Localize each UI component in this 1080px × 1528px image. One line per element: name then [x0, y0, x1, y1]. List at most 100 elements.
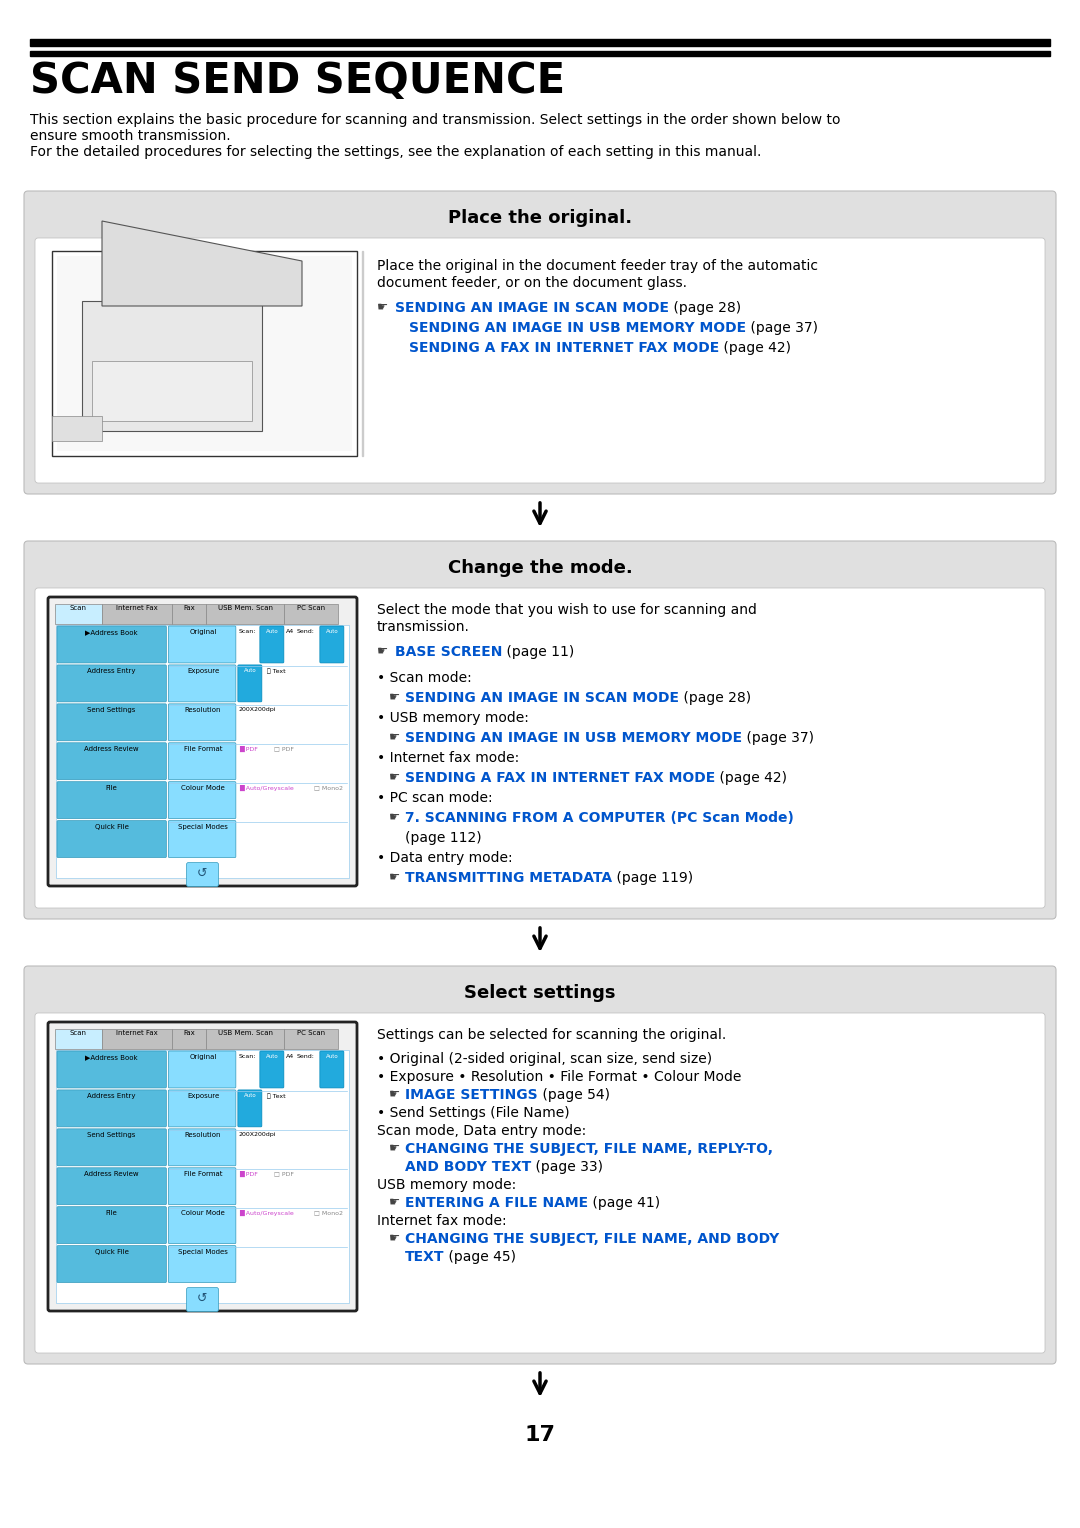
FancyBboxPatch shape: [320, 1051, 343, 1088]
FancyBboxPatch shape: [187, 862, 218, 886]
Text: USB memory mode:: USB memory mode:: [377, 1178, 516, 1192]
Text: TRANSMITTING METADATA: TRANSMITTING METADATA: [405, 871, 612, 885]
Text: Auto: Auto: [325, 630, 338, 634]
Text: ⎙ Text: ⎙ Text: [267, 668, 285, 674]
FancyBboxPatch shape: [24, 191, 1056, 494]
FancyBboxPatch shape: [168, 821, 235, 857]
FancyBboxPatch shape: [284, 1028, 338, 1050]
Text: • Original (2-sided original, scan size, send size): • Original (2-sided original, scan size,…: [377, 1051, 712, 1067]
Text: (page 11): (page 11): [502, 645, 575, 659]
Text: Select the mode that you wish to use for scanning and: Select the mode that you wish to use for…: [377, 604, 757, 617]
FancyBboxPatch shape: [48, 597, 357, 886]
Text: Place the original in the document feeder tray of the automatic: Place the original in the document feede…: [377, 260, 818, 274]
FancyBboxPatch shape: [284, 604, 338, 623]
Text: AND BODY TEXT: AND BODY TEXT: [405, 1160, 531, 1174]
FancyBboxPatch shape: [102, 604, 172, 623]
Text: Internet Fax: Internet Fax: [117, 1030, 158, 1036]
Text: document feeder, or on the document glass.: document feeder, or on the document glas…: [377, 277, 687, 290]
FancyBboxPatch shape: [168, 1207, 235, 1244]
FancyBboxPatch shape: [57, 821, 166, 857]
FancyBboxPatch shape: [168, 665, 235, 701]
Text: • USB memory mode:: • USB memory mode:: [377, 711, 529, 724]
FancyBboxPatch shape: [172, 604, 206, 623]
Text: This section explains the basic procedure for scanning and transmission. Select : This section explains the basic procedur…: [30, 113, 840, 127]
Text: Scan:: Scan:: [239, 1054, 256, 1059]
Text: (page 112): (page 112): [405, 831, 482, 845]
Text: SENDING A FAX IN INTERNET FAX MODE: SENDING A FAX IN INTERNET FAX MODE: [409, 341, 719, 354]
Text: Original: Original: [189, 630, 217, 636]
Bar: [30, 50, 1050, 57]
Text: (page 28): (page 28): [679, 691, 751, 704]
FancyBboxPatch shape: [320, 626, 343, 663]
Text: PC Scan: PC Scan: [297, 1030, 325, 1036]
Text: █ Auto/Greyscale: █ Auto/Greyscale: [239, 1210, 294, 1216]
Text: Send Settings: Send Settings: [87, 1132, 136, 1138]
FancyBboxPatch shape: [57, 626, 166, 663]
FancyBboxPatch shape: [57, 1245, 166, 1282]
Text: ensure smooth transmission.: ensure smooth transmission.: [30, 128, 231, 144]
Text: Exposure: Exposure: [187, 668, 219, 674]
Polygon shape: [102, 222, 302, 306]
FancyBboxPatch shape: [35, 1013, 1045, 1352]
FancyBboxPatch shape: [168, 1051, 235, 1088]
FancyBboxPatch shape: [260, 626, 284, 663]
Bar: [52, 416, 102, 442]
Bar: [56, 1050, 349, 1303]
Text: Colour Mode: Colour Mode: [181, 785, 225, 790]
Text: Scan mode, Data entry mode:: Scan mode, Data entry mode:: [377, 1125, 586, 1138]
FancyBboxPatch shape: [35, 588, 1045, 908]
Bar: [56, 1031, 102, 1036]
Text: (page 28): (page 28): [669, 301, 741, 315]
Text: Exposure: Exposure: [187, 1093, 219, 1099]
Text: █ Auto/Greyscale: █ Auto/Greyscale: [239, 785, 294, 792]
Text: Auto: Auto: [266, 1054, 279, 1059]
Text: USB Mem. Scan: USB Mem. Scan: [217, 1030, 272, 1036]
Text: (page 45): (page 45): [445, 1250, 516, 1264]
Text: CHANGING THE SUBJECT, FILE NAME, REPLY-TO,: CHANGING THE SUBJECT, FILE NAME, REPLY-T…: [405, 1141, 773, 1157]
Text: ⎙ Text: ⎙ Text: [267, 1093, 285, 1099]
Text: USB Mem. Scan: USB Mem. Scan: [217, 605, 272, 611]
Text: File: File: [106, 785, 118, 790]
Text: 17: 17: [525, 1426, 555, 1445]
FancyBboxPatch shape: [48, 1022, 357, 1311]
Text: (page 54): (page 54): [538, 1088, 609, 1102]
Text: ☛: ☛: [389, 1088, 401, 1102]
FancyBboxPatch shape: [260, 1051, 284, 1088]
Text: IMAGE SETTINGS: IMAGE SETTINGS: [405, 1088, 538, 1102]
Text: █ PDF: █ PDF: [239, 746, 258, 752]
Text: □ PDF: □ PDF: [274, 746, 294, 750]
Text: Quick File: Quick File: [95, 1248, 129, 1254]
Bar: [56, 607, 102, 611]
Text: SENDING A FAX IN INTERNET FAX MODE: SENDING A FAX IN INTERNET FAX MODE: [405, 772, 715, 785]
Text: (page 42): (page 42): [715, 772, 787, 785]
Text: A4: A4: [286, 1054, 294, 1059]
Text: Address Review: Address Review: [84, 1170, 139, 1177]
FancyBboxPatch shape: [206, 604, 284, 623]
FancyBboxPatch shape: [57, 1089, 166, 1126]
FancyBboxPatch shape: [168, 1167, 235, 1204]
Text: File Format: File Format: [184, 746, 222, 752]
Text: Change the mode.: Change the mode.: [447, 559, 633, 578]
Text: Auto: Auto: [266, 630, 279, 634]
FancyBboxPatch shape: [57, 1051, 166, 1088]
FancyBboxPatch shape: [35, 238, 1045, 483]
Text: 200X200dpi: 200X200dpi: [239, 1132, 276, 1137]
Text: Resolution: Resolution: [185, 707, 221, 714]
Text: □ PDF: □ PDF: [274, 1170, 294, 1175]
Text: SENDING AN IMAGE IN SCAN MODE: SENDING AN IMAGE IN SCAN MODE: [405, 691, 679, 704]
Text: (page 41): (page 41): [589, 1196, 660, 1210]
Text: (page 37): (page 37): [742, 730, 814, 746]
FancyBboxPatch shape: [57, 665, 166, 701]
Text: ☛: ☛: [377, 301, 388, 313]
Bar: [30, 40, 1050, 46]
Text: (page 37): (page 37): [746, 321, 819, 335]
Text: • Internet fax mode:: • Internet fax mode:: [377, 750, 519, 766]
Text: • Exposure • Resolution • File Format • Colour Mode: • Exposure • Resolution • File Format • …: [377, 1070, 741, 1083]
Text: ☛: ☛: [389, 1232, 401, 1245]
Text: Fax: Fax: [184, 1030, 194, 1036]
FancyBboxPatch shape: [168, 626, 235, 663]
FancyBboxPatch shape: [238, 1089, 261, 1126]
Text: Resolution: Resolution: [185, 1132, 221, 1138]
Text: Quick File: Quick File: [95, 824, 129, 830]
FancyBboxPatch shape: [168, 743, 235, 779]
